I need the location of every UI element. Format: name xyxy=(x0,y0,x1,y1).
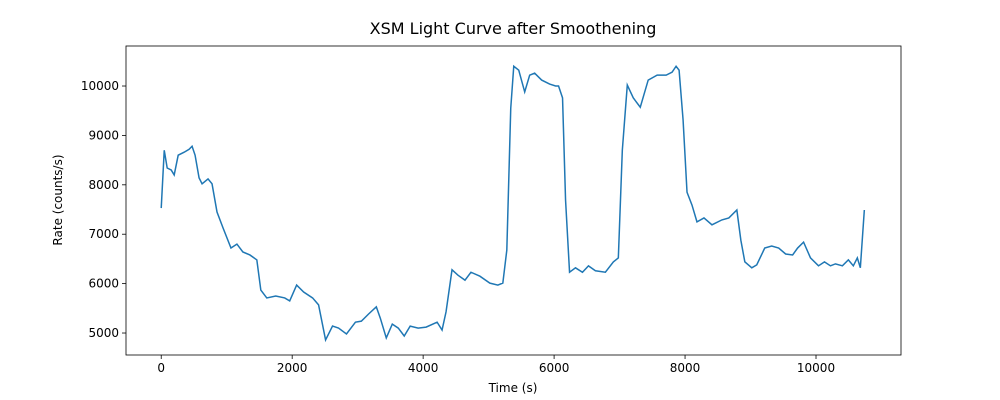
y-tick-label: 7000 xyxy=(88,227,119,241)
y-axis-label: Rate (counts/s) xyxy=(51,154,65,245)
x-tick-label: 10000 xyxy=(797,361,835,375)
x-axis-label: Time (s) xyxy=(488,381,538,395)
plot-frame xyxy=(125,45,902,356)
x-tick-label: 8000 xyxy=(670,361,701,375)
y-tick-label: 9000 xyxy=(88,128,119,142)
y-tick-label: 8000 xyxy=(88,178,119,192)
x-tick-label: 4000 xyxy=(408,361,439,375)
y-tick-label: 5000 xyxy=(88,326,119,340)
y-tick-label: 10000 xyxy=(81,79,119,93)
x-tick-label: 6000 xyxy=(539,361,570,375)
x-tick-label: 0 xyxy=(157,361,165,375)
chart-title: XSM Light Curve after Smoothening xyxy=(370,19,657,38)
y-tick-label: 6000 xyxy=(88,277,119,291)
x-tick-label: 2000 xyxy=(277,361,308,375)
data-line xyxy=(160,64,866,343)
